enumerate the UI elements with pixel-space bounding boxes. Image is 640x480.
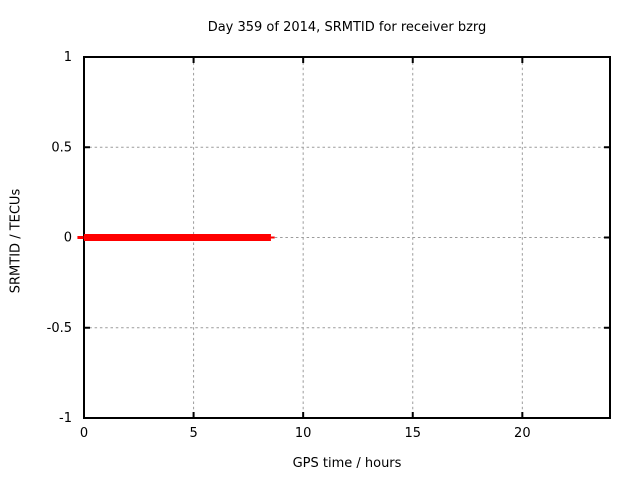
x-tick-label: 20: [514, 426, 531, 441]
x-axis-label: GPS time / hours: [292, 456, 402, 471]
x-tick-label: 10: [295, 426, 312, 441]
x-tick-label: 5: [189, 426, 197, 441]
y-tick-label: 0: [64, 231, 72, 246]
y-tick-label: 0.5: [51, 140, 72, 155]
x-tick-label: 15: [404, 426, 421, 441]
x-tick-label: 0: [80, 426, 88, 441]
y-tick-label: -0.5: [47, 321, 72, 336]
y-tick-label: -1: [59, 411, 72, 426]
chart-title: Day 359 of 2014, SRMTID for receiver bzr…: [207, 20, 487, 35]
y-tick-label: 1: [64, 50, 72, 65]
y-axis-label: SRMTID / TECUs: [8, 188, 24, 294]
